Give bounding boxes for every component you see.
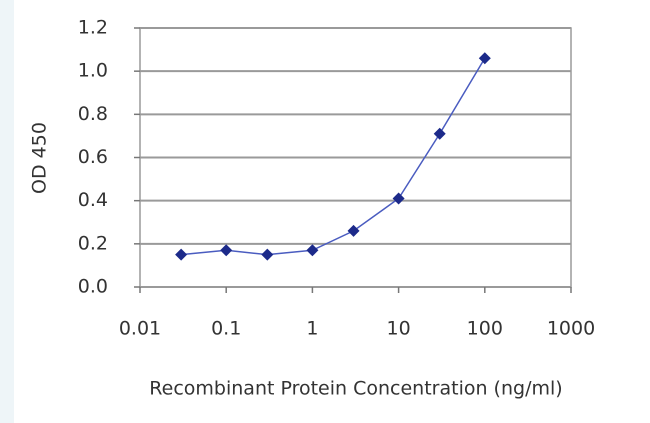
y-tick-label: 1.2 — [78, 17, 108, 39]
data-line — [181, 57, 486, 256]
x-tick-label: 1 — [306, 318, 318, 340]
data-point — [175, 248, 188, 261]
edge-strip — [0, 0, 14, 423]
y-tick-label: 0.8 — [78, 103, 108, 125]
data-point — [306, 244, 319, 257]
data-point — [478, 52, 491, 65]
data-point — [220, 244, 233, 257]
y-tick-label: 1.0 — [78, 60, 108, 82]
data-point — [433, 127, 446, 140]
y-tick-label: 0.0 — [78, 276, 108, 298]
y-tick-label: 0.2 — [78, 232, 108, 254]
y-tick-label: 0.4 — [78, 189, 108, 211]
x-tick-label: 0.1 — [211, 318, 241, 340]
y-axis-label: OD 450 — [29, 122, 51, 194]
data-point — [392, 192, 405, 205]
x-tick-label: 100 — [467, 318, 503, 340]
data-point — [347, 224, 360, 237]
x-axis-label: Recombinant Protein Concentration (ng/ml… — [149, 378, 562, 400]
x-tick-label: 0.01 — [119, 318, 161, 340]
x-tick-label: 1000 — [547, 318, 595, 340]
y-tick-label: 0.6 — [78, 146, 108, 168]
x-tick-label: 10 — [387, 318, 411, 340]
data-point — [261, 248, 274, 261]
